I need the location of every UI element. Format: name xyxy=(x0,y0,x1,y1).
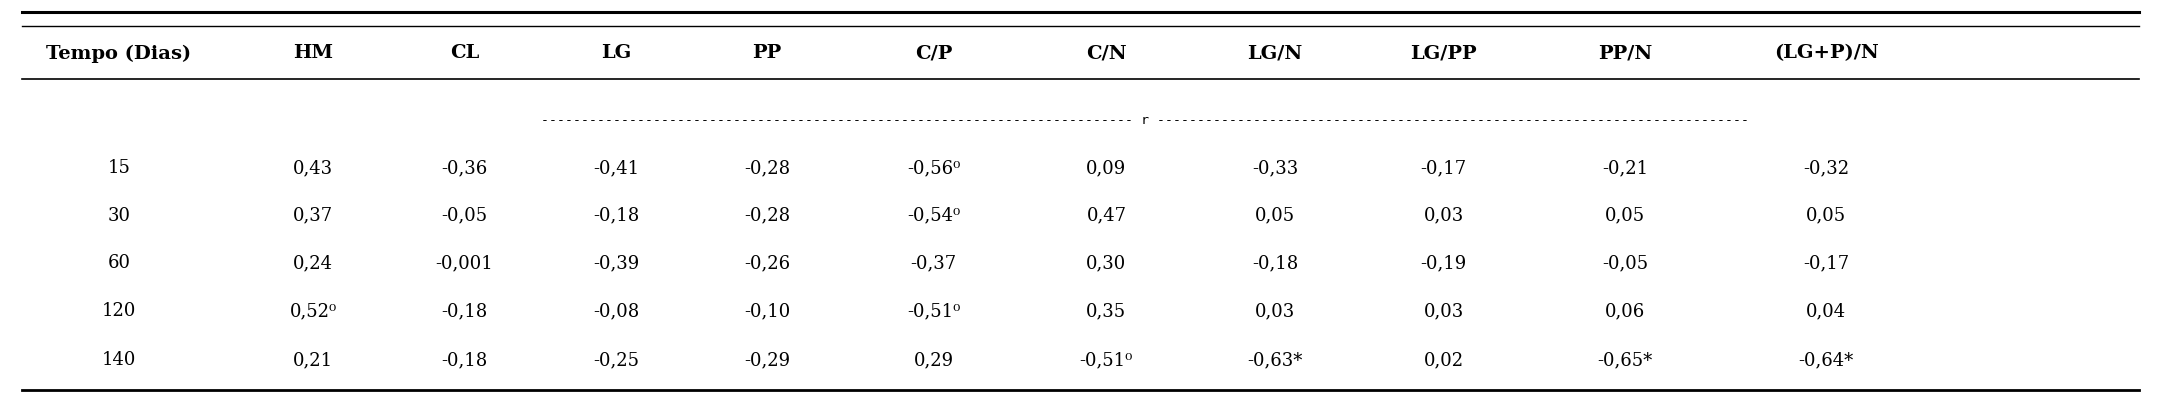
Text: -0,33: -0,33 xyxy=(1251,159,1299,177)
Text: 0,30: 0,30 xyxy=(1087,254,1126,272)
Text: -0,51⁰: -0,51⁰ xyxy=(1080,351,1132,369)
Text: 0,24: 0,24 xyxy=(294,254,333,272)
Text: 0,21: 0,21 xyxy=(294,351,333,369)
Text: -0,17: -0,17 xyxy=(1802,254,1850,272)
Text: LG: LG xyxy=(601,44,631,63)
Text: LG/PP: LG/PP xyxy=(1411,44,1476,63)
Text: -0,001: -0,001 xyxy=(437,254,493,272)
Text: -0,36: -0,36 xyxy=(441,159,488,177)
Text: 0,05: 0,05 xyxy=(1256,207,1294,225)
Text: 0,03: 0,03 xyxy=(1256,302,1294,320)
Text: -0,18: -0,18 xyxy=(592,207,640,225)
Text: 0,02: 0,02 xyxy=(1424,351,1463,369)
Text: 0,05: 0,05 xyxy=(1807,207,1845,225)
Text: -0,37: -0,37 xyxy=(910,254,957,272)
Text: -0,63*: -0,63* xyxy=(1247,351,1303,369)
Text: -0,32: -0,32 xyxy=(1802,159,1850,177)
Text: 0,05: 0,05 xyxy=(1606,207,1645,225)
Text: -0,08: -0,08 xyxy=(592,302,640,320)
Text: 0,09: 0,09 xyxy=(1087,159,1126,177)
Text: 30: 30 xyxy=(108,207,130,225)
Text: -0,28: -0,28 xyxy=(743,159,791,177)
Text: 0,47: 0,47 xyxy=(1087,207,1126,225)
Text: -0,54⁰: -0,54⁰ xyxy=(908,207,959,225)
Text: -0,18: -0,18 xyxy=(1251,254,1299,272)
Text: Tempo (Dias): Tempo (Dias) xyxy=(45,44,192,63)
Text: -0,10: -0,10 xyxy=(743,302,791,320)
Text: 0,37: 0,37 xyxy=(294,207,333,225)
Text: -0,19: -0,19 xyxy=(1420,254,1467,272)
Text: 0,04: 0,04 xyxy=(1807,302,1845,320)
Text: 0,06: 0,06 xyxy=(1606,302,1645,320)
Text: 0,35: 0,35 xyxy=(1087,302,1126,320)
Text: 0,43: 0,43 xyxy=(294,159,333,177)
Text: 0,29: 0,29 xyxy=(914,351,953,369)
Text: -0,17: -0,17 xyxy=(1420,159,1467,177)
Text: 0,52⁰: 0,52⁰ xyxy=(290,302,337,320)
Text: -0,18: -0,18 xyxy=(441,302,488,320)
Text: -0,26: -0,26 xyxy=(743,254,791,272)
Text: HM: HM xyxy=(294,44,333,63)
Text: PP: PP xyxy=(752,44,782,63)
Text: -0,05: -0,05 xyxy=(441,207,488,225)
Text: LG/N: LG/N xyxy=(1247,44,1303,63)
Text: -0,28: -0,28 xyxy=(743,207,791,225)
Text: -0,25: -0,25 xyxy=(592,351,640,369)
Text: 140: 140 xyxy=(102,351,136,369)
Text: -0,21: -0,21 xyxy=(1601,159,1649,177)
Text: CL: CL xyxy=(449,44,480,63)
Text: C/N: C/N xyxy=(1087,44,1126,63)
Text: -0,51⁰: -0,51⁰ xyxy=(908,302,959,320)
Text: 0,03: 0,03 xyxy=(1424,302,1463,320)
Text: -0,41: -0,41 xyxy=(592,159,640,177)
Text: -0,18: -0,18 xyxy=(441,351,488,369)
Text: C/P: C/P xyxy=(914,44,953,63)
Text: 120: 120 xyxy=(102,302,136,320)
Text: PP/N: PP/N xyxy=(1597,44,1653,63)
Text: 60: 60 xyxy=(108,254,130,272)
Text: -0,29: -0,29 xyxy=(743,351,791,369)
Text: (LG+P)/N: (LG+P)/N xyxy=(1774,44,1878,63)
Text: -------------------------------------------------------------------------- r ---: ----------------------------------------… xyxy=(540,114,1750,127)
Text: 15: 15 xyxy=(108,159,130,177)
Text: -0,39: -0,39 xyxy=(592,254,640,272)
Text: -0,65*: -0,65* xyxy=(1597,351,1653,369)
Text: 0,03: 0,03 xyxy=(1424,207,1463,225)
Text: -0,56⁰: -0,56⁰ xyxy=(908,159,959,177)
Text: -0,64*: -0,64* xyxy=(1798,351,1854,369)
Text: -0,05: -0,05 xyxy=(1601,254,1649,272)
